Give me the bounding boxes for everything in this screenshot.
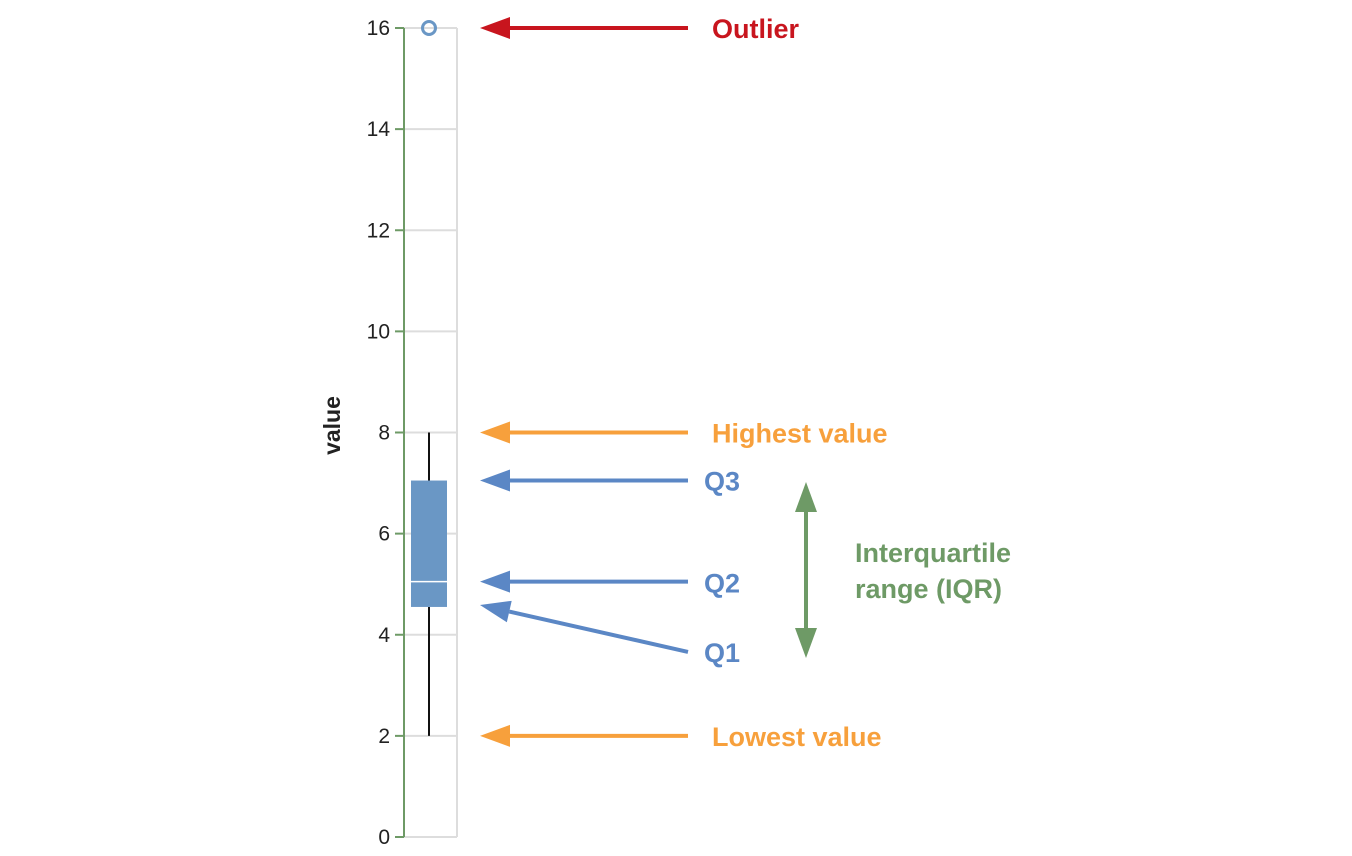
iqr-label-line: Interquartile bbox=[855, 538, 1011, 568]
annotation-label-q2: Q2 bbox=[704, 569, 740, 599]
arrow-head bbox=[480, 724, 510, 747]
arrow-head bbox=[795, 628, 817, 658]
annotation-label-q3: Q3 bbox=[704, 467, 740, 497]
arrow-head bbox=[480, 600, 512, 623]
arrow-shaft bbox=[508, 609, 689, 654]
annotation-label-q1: Q1 bbox=[704, 638, 740, 668]
iqr-label: Interquartile range (IQR) bbox=[855, 538, 1011, 604]
y-axis: 0 2 4 6 8 10 12 14 16 value bbox=[319, 17, 405, 849]
arrow-head bbox=[480, 570, 510, 593]
arrow-head bbox=[480, 469, 510, 492]
arrow-lowest bbox=[480, 724, 688, 747]
arrow-head bbox=[480, 17, 510, 39]
y-tick-label: 14 bbox=[367, 118, 391, 141]
iqr-label-line: range (IQR) bbox=[855, 574, 1002, 604]
grid-layer bbox=[404, 27, 458, 838]
y-tick-label: 12 bbox=[367, 219, 390, 242]
y-tick-label: 16 bbox=[367, 17, 390, 40]
annotation-label-highest: Highest value bbox=[712, 419, 888, 449]
iqr-box bbox=[411, 480, 447, 607]
arrow-q1 bbox=[480, 600, 689, 654]
annotation-layer: Outlier Highest value Q3 Q2 Q1 Lowest value In… bbox=[480, 14, 1011, 752]
arrow-highest bbox=[480, 421, 688, 444]
y-tick-label: 6 bbox=[378, 523, 390, 546]
iqr-arrow bbox=[795, 482, 817, 658]
y-tick-label: 2 bbox=[378, 725, 390, 748]
arrow-q3 bbox=[480, 469, 688, 492]
y-tick-label: 4 bbox=[378, 624, 390, 647]
arrow-head bbox=[795, 482, 817, 512]
arrow-head bbox=[480, 421, 510, 444]
box-layer bbox=[411, 20, 447, 736]
arrow-q2 bbox=[480, 570, 688, 593]
y-tick-label: 0 bbox=[378, 826, 390, 849]
y-tick-label: 10 bbox=[367, 320, 390, 343]
y-axis-title: value bbox=[319, 396, 345, 455]
outlier-point bbox=[421, 20, 437, 36]
annotation-label-lowest: Lowest value bbox=[712, 722, 882, 752]
annotation-label-outlier: Outlier bbox=[712, 14, 800, 44]
y-tick-label: 8 bbox=[378, 422, 390, 445]
arrow-outlier bbox=[480, 17, 688, 39]
